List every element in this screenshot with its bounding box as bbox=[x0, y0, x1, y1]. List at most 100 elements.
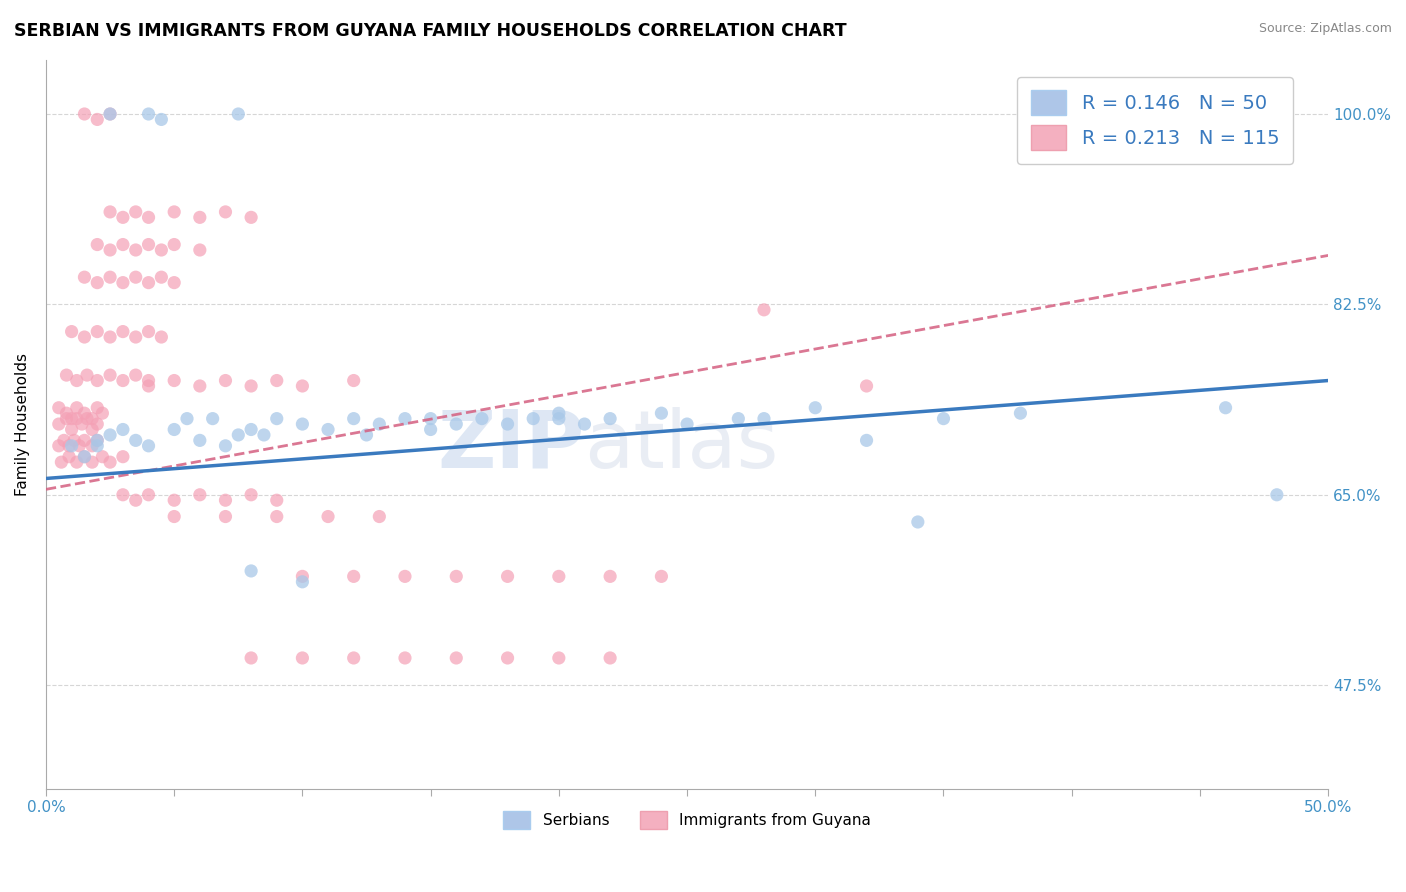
Point bbox=[125, 493, 148, 508]
Point bbox=[48, 401, 70, 415]
Point bbox=[125, 368, 148, 383]
Point bbox=[752, 411, 775, 425]
Point bbox=[188, 211, 211, 225]
Point bbox=[316, 509, 339, 524]
Point bbox=[73, 107, 96, 121]
Point bbox=[138, 276, 160, 290]
Point bbox=[547, 406, 569, 420]
Point bbox=[60, 325, 83, 339]
Point bbox=[547, 569, 569, 583]
Point bbox=[574, 417, 596, 431]
Point bbox=[419, 423, 441, 437]
Point bbox=[58, 450, 80, 464]
Point bbox=[188, 488, 211, 502]
Point bbox=[150, 270, 173, 285]
Point bbox=[52, 434, 75, 448]
Point bbox=[446, 651, 468, 665]
Point bbox=[855, 379, 877, 393]
Point bbox=[55, 411, 77, 425]
Point bbox=[163, 276, 186, 290]
Point bbox=[73, 450, 96, 464]
Point bbox=[316, 423, 339, 437]
Point bbox=[66, 455, 89, 469]
Point bbox=[394, 651, 416, 665]
Point bbox=[201, 411, 224, 425]
Point bbox=[138, 107, 160, 121]
Point bbox=[163, 423, 186, 437]
Point bbox=[368, 417, 391, 431]
Point bbox=[804, 401, 827, 415]
Point bbox=[214, 374, 236, 388]
Point bbox=[547, 411, 569, 425]
Point bbox=[240, 211, 263, 225]
Point bbox=[73, 450, 96, 464]
Point bbox=[125, 243, 148, 257]
Point bbox=[240, 488, 263, 502]
Point bbox=[82, 439, 104, 453]
Point bbox=[91, 406, 114, 420]
Point bbox=[125, 270, 148, 285]
Point bbox=[650, 569, 672, 583]
Point bbox=[446, 569, 468, 583]
Point bbox=[111, 423, 134, 437]
Point bbox=[907, 515, 929, 529]
Point bbox=[547, 651, 569, 665]
Point bbox=[240, 379, 263, 393]
Point bbox=[214, 205, 236, 219]
Point bbox=[599, 569, 621, 583]
Point bbox=[82, 423, 104, 437]
Point bbox=[291, 569, 314, 583]
Point bbox=[55, 406, 77, 420]
Point bbox=[727, 411, 749, 425]
Point bbox=[82, 411, 104, 425]
Point bbox=[163, 509, 186, 524]
Point bbox=[55, 368, 77, 383]
Point bbox=[214, 493, 236, 508]
Point bbox=[86, 439, 108, 453]
Point bbox=[138, 488, 160, 502]
Point bbox=[111, 450, 134, 464]
Point bbox=[111, 211, 134, 225]
Point bbox=[73, 406, 96, 420]
Point bbox=[599, 411, 621, 425]
Point bbox=[66, 374, 89, 388]
Point bbox=[98, 368, 121, 383]
Point bbox=[60, 423, 83, 437]
Point bbox=[82, 455, 104, 469]
Text: atlas: atlas bbox=[585, 407, 779, 485]
Point bbox=[163, 374, 186, 388]
Point bbox=[214, 509, 236, 524]
Point bbox=[240, 564, 263, 578]
Point bbox=[86, 417, 108, 431]
Text: SERBIAN VS IMMIGRANTS FROM GUYANA FAMILY HOUSEHOLDS CORRELATION CHART: SERBIAN VS IMMIGRANTS FROM GUYANA FAMILY… bbox=[14, 22, 846, 40]
Point bbox=[599, 651, 621, 665]
Text: Source: ZipAtlas.com: Source: ZipAtlas.com bbox=[1258, 22, 1392, 36]
Point bbox=[76, 368, 98, 383]
Point bbox=[496, 417, 519, 431]
Point bbox=[138, 374, 160, 388]
Point bbox=[176, 411, 198, 425]
Point bbox=[51, 455, 73, 469]
Point bbox=[150, 243, 173, 257]
Point bbox=[138, 439, 160, 453]
Point bbox=[266, 411, 288, 425]
Text: ZIP: ZIP bbox=[437, 407, 585, 485]
Point bbox=[63, 434, 86, 448]
Point bbox=[150, 330, 173, 344]
Point bbox=[240, 651, 263, 665]
Point bbox=[98, 428, 121, 442]
Point bbox=[343, 411, 366, 425]
Point bbox=[111, 237, 134, 252]
Point bbox=[138, 211, 160, 225]
Point bbox=[138, 237, 160, 252]
Point bbox=[1215, 401, 1237, 415]
Point bbox=[76, 411, 98, 425]
Point bbox=[70, 417, 93, 431]
Point bbox=[163, 237, 186, 252]
Point bbox=[291, 417, 314, 431]
Legend: Serbians, Immigrants from Guyana: Serbians, Immigrants from Guyana bbox=[496, 805, 877, 836]
Point bbox=[188, 243, 211, 257]
Point bbox=[356, 428, 378, 442]
Point bbox=[67, 439, 90, 453]
Point bbox=[752, 302, 775, 317]
